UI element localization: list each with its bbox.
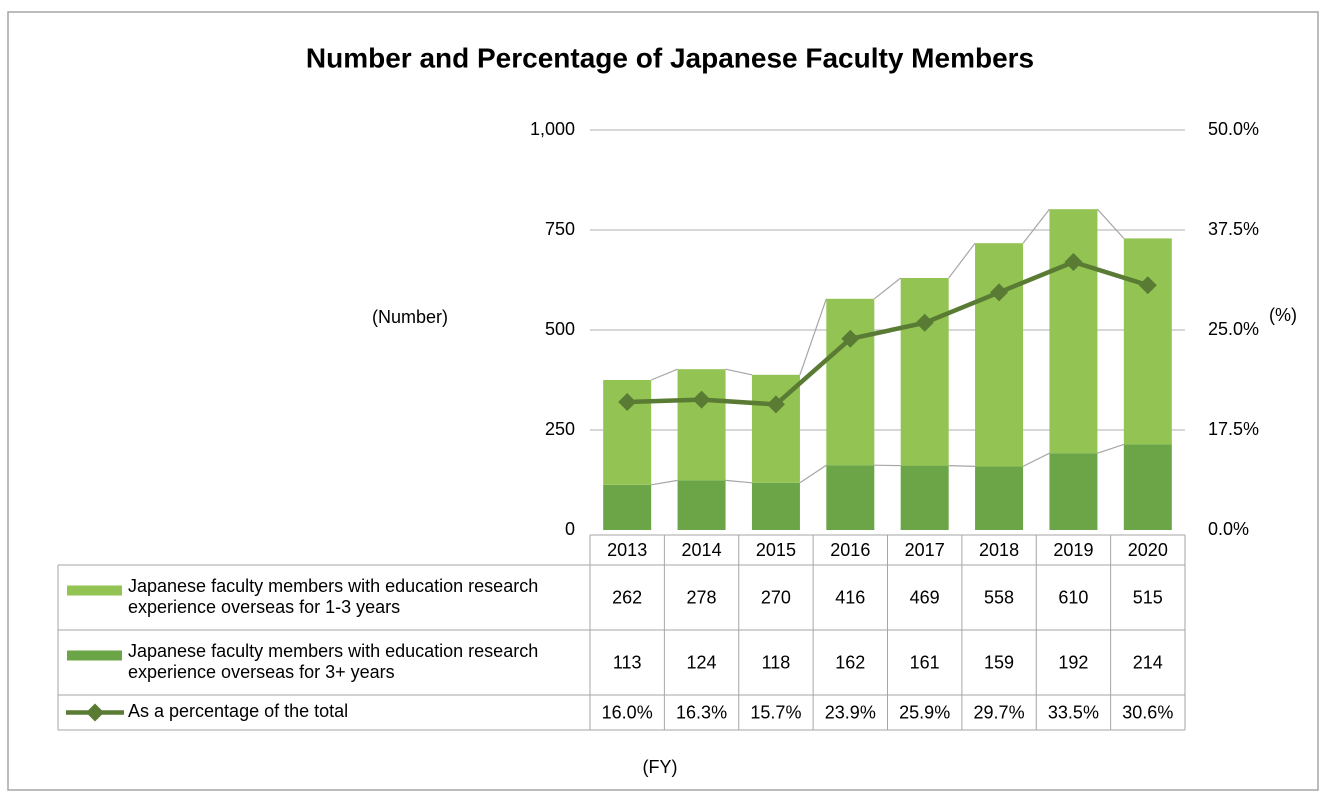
table-value: 15.7% <box>750 702 801 722</box>
series-line <box>799 464 827 484</box>
series-line <box>1097 443 1125 454</box>
bar <box>900 278 949 466</box>
y-tick-label: 500 <box>545 319 575 339</box>
bar <box>1123 444 1172 530</box>
series-line <box>873 277 902 300</box>
table-value: 30.6% <box>1122 702 1173 722</box>
table-value: 262 <box>612 587 642 607</box>
x-tick-label: 2013 <box>607 540 647 560</box>
table-value: 29.7% <box>974 702 1025 722</box>
series-line <box>799 298 827 375</box>
series-line <box>725 479 752 484</box>
y2-tick-label: 17.5% <box>1208 419 1259 439</box>
table-value: 558 <box>984 587 1014 607</box>
table-value: 113 <box>613 652 642 672</box>
table-value: 469 <box>910 587 940 607</box>
table-value: 515 <box>1133 587 1163 607</box>
bar <box>1049 453 1098 530</box>
legend-swatch <box>86 703 104 722</box>
x-axis-label: (FY) <box>643 757 678 777</box>
bar <box>975 243 1024 467</box>
series-line <box>650 368 678 381</box>
bar <box>1049 209 1098 454</box>
line-series <box>627 259 1149 407</box>
bar <box>677 480 726 530</box>
series-line <box>1022 208 1050 244</box>
line-marker <box>1064 253 1083 271</box>
table-value: 16.3% <box>676 702 727 722</box>
table-value: 278 <box>687 587 717 607</box>
legend-label: As a percentage of the total <box>128 701 349 721</box>
table-value: 25.9% <box>899 702 950 722</box>
x-tick-label: 2018 <box>979 540 1019 560</box>
table-value: 159 <box>984 652 1014 672</box>
y2-tick-label: 37.5% <box>1208 219 1259 239</box>
legend-label: Japanese faculty members with education … <box>128 575 539 617</box>
table-value: 270 <box>761 587 791 607</box>
series-line <box>1096 208 1125 239</box>
legend-swatch <box>67 650 122 661</box>
y-axis-label: (Number) <box>372 307 448 327</box>
line-marker <box>618 393 637 411</box>
y2-tick-label: 25.0% <box>1208 319 1259 339</box>
bar <box>900 465 949 530</box>
table-value: 16.0% <box>602 702 653 722</box>
legend-swatch <box>67 585 122 596</box>
y2-tick-label: 50.0% <box>1208 119 1259 139</box>
bar <box>826 298 875 466</box>
table-value: 610 <box>1058 587 1088 607</box>
table-value: 118 <box>762 652 791 672</box>
x-tick-label: 2015 <box>756 540 796 560</box>
series-line <box>1022 452 1050 467</box>
table-value: 416 <box>835 587 865 607</box>
series-line <box>948 465 976 467</box>
line-marker <box>692 390 711 409</box>
series-line <box>948 242 976 279</box>
line-marker <box>1138 276 1157 295</box>
bar <box>677 369 726 481</box>
x-tick-label: 2014 <box>682 540 722 560</box>
frame <box>7 11 1319 791</box>
table-value: 33.5% <box>1048 702 1099 722</box>
x-tick-label: 2019 <box>1053 540 1093 560</box>
bar <box>603 484 652 530</box>
y2-axis-label: (%) <box>1269 305 1297 325</box>
bar <box>826 465 875 530</box>
bar <box>975 466 1024 530</box>
y-tick-label: 1,000 <box>530 119 575 139</box>
y-tick-label: 0 <box>565 519 575 539</box>
series-line <box>651 479 678 486</box>
bar <box>1123 238 1172 445</box>
series-line <box>725 368 753 376</box>
x-tick-label: 2016 <box>830 540 870 560</box>
table-value: 161 <box>910 652 940 672</box>
table-value: 192 <box>1058 652 1088 672</box>
x-tick-label: 2017 <box>905 540 945 560</box>
bar <box>751 482 800 530</box>
y2-tick-label: 0.0% <box>1208 519 1249 539</box>
table-value: 162 <box>835 652 865 672</box>
table-value: 214 <box>1133 652 1163 672</box>
line-marker <box>915 313 934 332</box>
legend-label: Japanese faculty members with education … <box>128 640 539 682</box>
chart-title: Number and Percentage of Japanese Facult… <box>306 42 1034 73</box>
y-tick-label: 250 <box>545 419 575 439</box>
table-value: 124 <box>687 652 717 672</box>
line-marker <box>841 329 860 348</box>
table-value: 23.9% <box>825 702 876 722</box>
line-marker <box>766 395 785 414</box>
x-tick-label: 2020 <box>1128 540 1168 560</box>
y-tick-label: 750 <box>545 219 575 239</box>
line-marker <box>990 283 1009 302</box>
